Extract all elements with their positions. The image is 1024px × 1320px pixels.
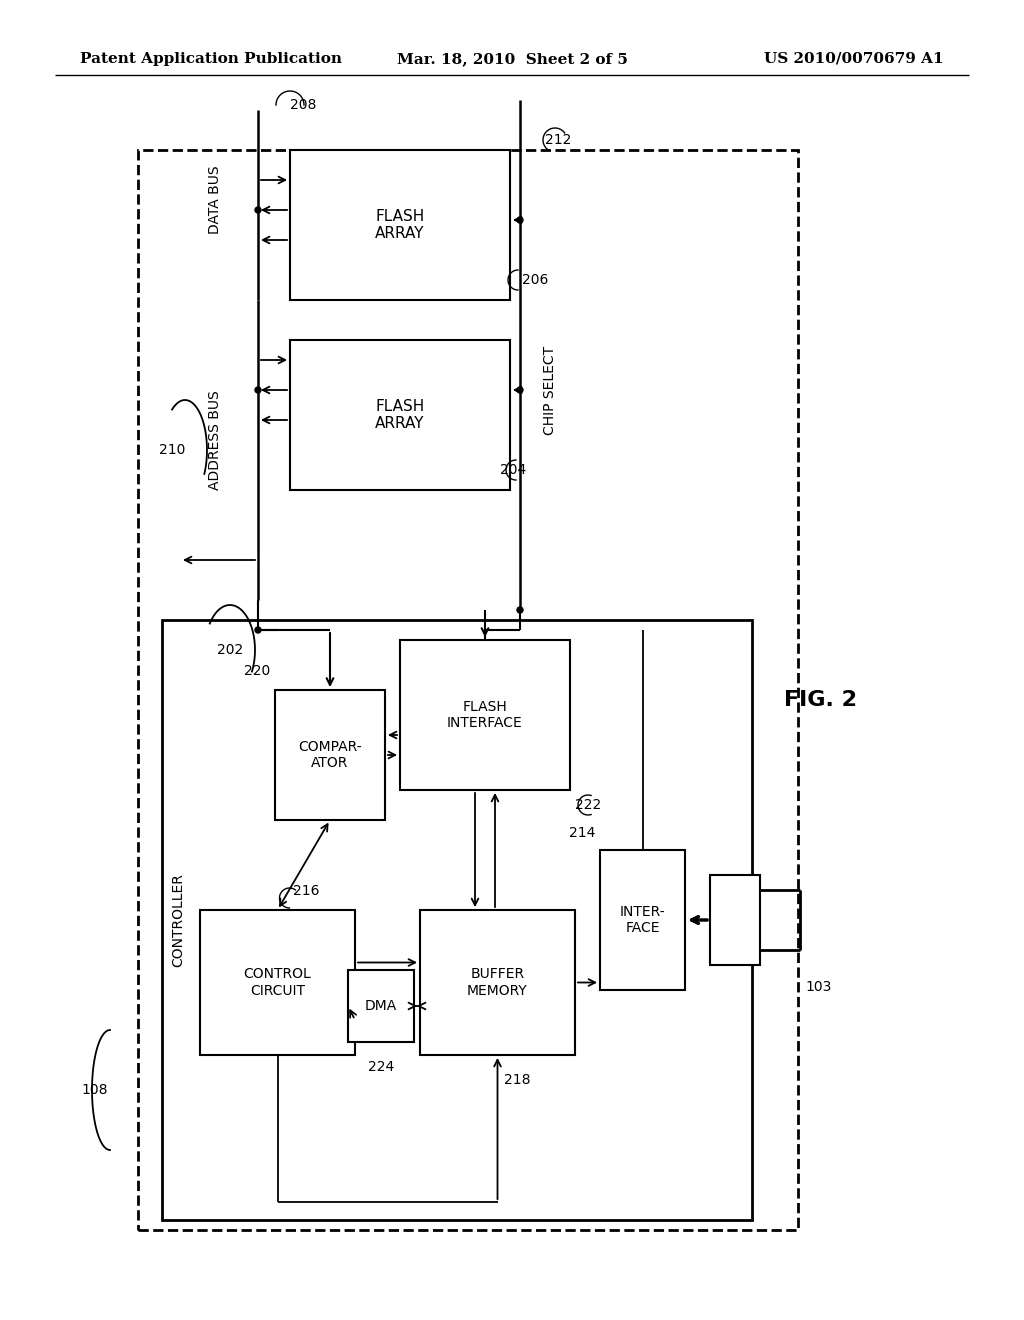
Text: DMA: DMA [365, 999, 397, 1012]
Text: 218: 218 [504, 1073, 530, 1086]
Text: CHIP SELECT: CHIP SELECT [543, 346, 557, 434]
Bar [290, 341, 510, 490]
Text: 108: 108 [82, 1082, 109, 1097]
Text: 210: 210 [159, 444, 185, 457]
Text: COMPAR-
ATOR: COMPAR- ATOR [298, 741, 361, 770]
Text: 206: 206 [522, 273, 549, 286]
Text: 202: 202 [217, 643, 243, 657]
Text: 212: 212 [545, 133, 571, 147]
Bar [275, 690, 385, 820]
Bar [200, 909, 355, 1055]
Circle shape [255, 387, 261, 393]
Circle shape [517, 216, 523, 223]
Text: 216: 216 [293, 884, 319, 898]
Text: 103: 103 [805, 979, 831, 994]
Text: INTER-
FACE: INTER- FACE [620, 906, 666, 935]
Text: 224: 224 [368, 1060, 394, 1074]
Circle shape [517, 607, 523, 612]
Text: FLASH
ARRAY: FLASH ARRAY [375, 209, 425, 242]
Text: 220: 220 [244, 664, 270, 678]
Text: 222: 222 [575, 799, 601, 812]
Text: Patent Application Publication: Patent Application Publication [80, 51, 342, 66]
Text: CONTROLLER: CONTROLLER [171, 873, 185, 968]
Circle shape [517, 387, 523, 393]
Bar [710, 875, 760, 965]
Text: ADDRESS BUS: ADDRESS BUS [208, 391, 222, 490]
Text: Mar. 18, 2010  Sheet 2 of 5: Mar. 18, 2010 Sheet 2 of 5 [396, 51, 628, 66]
Bar [348, 970, 414, 1041]
Bar [162, 620, 752, 1220]
Bar [290, 150, 510, 300]
Text: FLASH
INTERFACE: FLASH INTERFACE [447, 700, 523, 730]
Circle shape [255, 207, 261, 213]
Text: FIG. 2: FIG. 2 [783, 690, 856, 710]
Text: FLASH
ARRAY: FLASH ARRAY [375, 399, 425, 432]
Text: CONTROL
CIRCUIT: CONTROL CIRCUIT [244, 968, 311, 998]
Bar [420, 909, 575, 1055]
Text: BUFFER
MEMORY: BUFFER MEMORY [467, 968, 528, 998]
Text: 214: 214 [568, 826, 595, 840]
Bar [600, 850, 685, 990]
Text: 208: 208 [290, 98, 316, 112]
Text: US 2010/0070679 A1: US 2010/0070679 A1 [764, 51, 944, 66]
Bar [138, 150, 798, 1230]
Circle shape [255, 627, 261, 634]
Text: 204: 204 [500, 463, 526, 477]
Text: DATA BUS: DATA BUS [208, 166, 222, 235]
Bar [400, 640, 570, 789]
